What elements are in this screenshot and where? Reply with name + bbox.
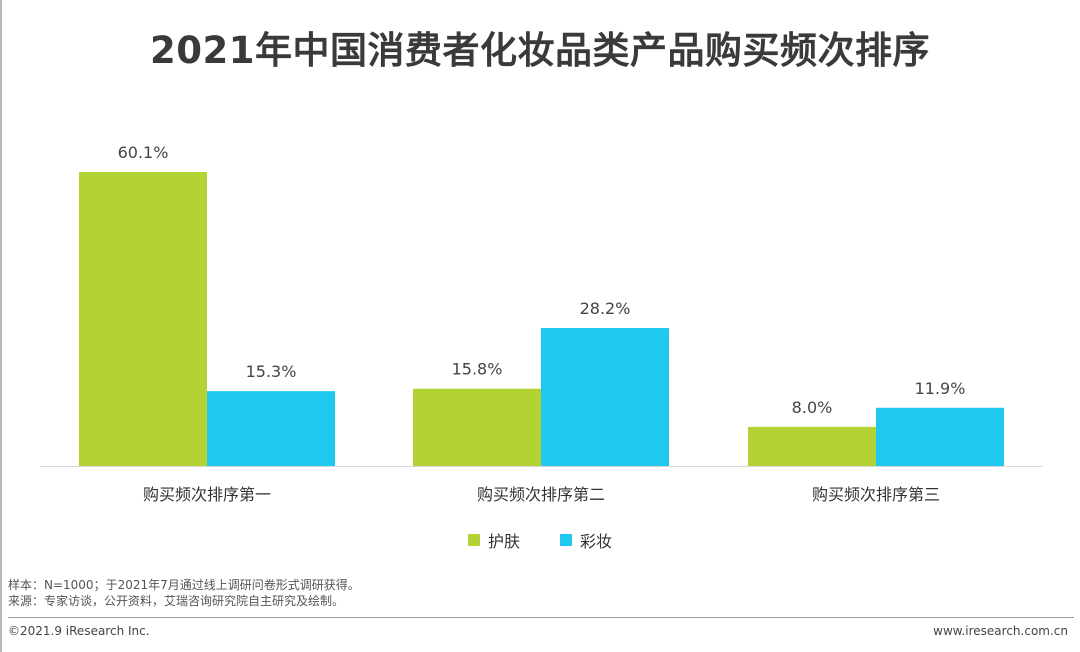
- legend-item-makeup: 彩妆: [560, 528, 612, 552]
- frame-left-border: [0, 0, 2, 652]
- bar-series0-cat0: [79, 172, 207, 466]
- category-label-2: 购买频次排序第三: [812, 485, 940, 504]
- category-label-0: 购买频次排序第一: [143, 485, 271, 504]
- category-label-1: 购买频次排序第二: [477, 485, 605, 504]
- data-label-series0-cat1: 15.8%: [452, 360, 503, 379]
- data-label-series1-cat1: 28.2%: [580, 299, 631, 318]
- sample-note: 样本：N=1000；于2021年7月通过线上调研问卷形式调研获得。: [8, 578, 360, 592]
- data-label-series0-cat0: 60.1%: [118, 143, 169, 162]
- chart-legend: 护肤 彩妆: [0, 528, 1080, 552]
- chart-title: 2021年中国消费者化妆品类产品购买频次排序: [150, 29, 930, 72]
- footer-website[interactable]: www.iresearch.com.cn: [933, 624, 1068, 638]
- footer-copyright: ©2021.9 iResearch Inc.: [8, 624, 150, 638]
- source-note: 来源：专家访谈，公开资料，艾瑞咨询研究院自主研究及绘制。: [8, 594, 345, 608]
- footer-divider: [8, 617, 1074, 618]
- data-label-series0-cat2: 8.0%: [792, 398, 833, 417]
- data-label-series1-cat0: 15.3%: [246, 362, 297, 381]
- data-label-series1-cat2: 11.9%: [915, 379, 966, 398]
- bar-series1-cat2: [876, 407, 1004, 466]
- bar-series1-cat0: [207, 391, 335, 466]
- bar-series0-cat2: [748, 426, 876, 466]
- bar-series0-cat1: [413, 388, 541, 466]
- legend-label-makeup: 彩妆: [580, 532, 613, 551]
- legend-swatch-makeup: [560, 534, 572, 546]
- legend-swatch-skincare: [467, 534, 480, 546]
- legend-label-skincare: 护肤: [487, 532, 520, 551]
- bar-series1-cat1: [541, 328, 669, 466]
- legend-item-skincare: 护肤: [467, 528, 520, 552]
- chart-notes: 样本：N=1000；于2021年7月通过线上调研问卷形式调研获得。 来源：专家访…: [8, 577, 360, 609]
